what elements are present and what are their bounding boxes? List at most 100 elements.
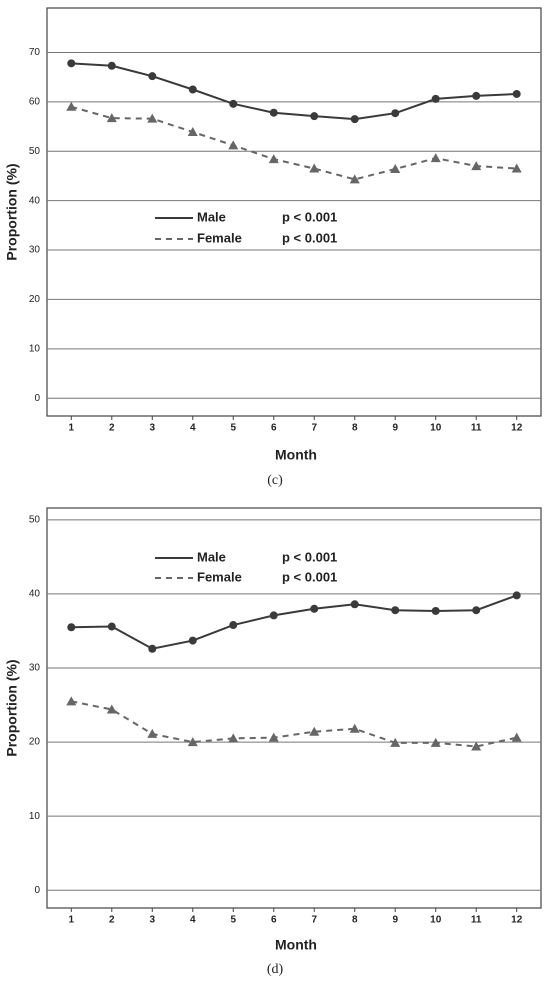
series-line [71, 594, 518, 650]
plot-frame [46, 507, 542, 909]
triangle-marker [66, 101, 77, 111]
x-tick-label: 2 [109, 423, 115, 434]
triangle-marker [106, 113, 117, 123]
x-tick-label: 2 [109, 915, 115, 926]
x-tick-label: 9 [392, 423, 398, 434]
y-tick-label: 40 [29, 195, 41, 206]
y-tick-label: 20 [29, 294, 41, 305]
circle-marker [269, 611, 278, 620]
y-tick-label: 50 [29, 146, 41, 157]
x-tick-label: 1 [69, 423, 75, 434]
p-value: p < 0.001 [282, 230, 337, 245]
x-tick-label: 7 [311, 915, 317, 926]
x-tick-label: 7 [311, 423, 317, 434]
circle-marker [472, 91, 481, 100]
triangle-marker [511, 163, 522, 173]
triangle-marker [471, 161, 482, 171]
x-tick-label: 10 [430, 915, 442, 926]
p-value: p < 0.001 [282, 209, 337, 224]
series-line [71, 105, 517, 181]
circle-marker [310, 112, 319, 121]
x-tick-label: 8 [352, 915, 358, 926]
triangle-marker [430, 737, 441, 747]
x-tick-label: 8 [352, 423, 358, 434]
triangle-marker [66, 696, 77, 706]
x-axis-title: Month [275, 447, 317, 463]
y-tick-label: 70 [29, 47, 41, 58]
triangle-marker [187, 737, 198, 747]
x-tick-label: 11 [471, 423, 482, 434]
triangle-marker [147, 728, 158, 738]
triangle-marker [511, 732, 522, 742]
x-tick-label: 6 [271, 915, 277, 926]
plot-frame [46, 7, 542, 417]
series-line [71, 700, 517, 748]
triangle-marker [390, 164, 401, 174]
x-tick-label: 6 [271, 423, 277, 434]
circle-marker [148, 72, 157, 81]
circle-marker [229, 99, 238, 108]
x-tick-label: 5 [230, 915, 236, 926]
triangle-marker [471, 741, 482, 751]
triangle-marker [349, 174, 360, 184]
y-axis-title: Proportion (%) [4, 659, 20, 756]
triangle-marker [268, 732, 279, 742]
legend-label: Male [197, 549, 226, 564]
p-value: p < 0.001 [282, 549, 337, 564]
triangle-marker [349, 723, 360, 733]
legend-label: Female [197, 569, 242, 584]
x-tick-label: 10 [430, 423, 442, 434]
triangle-marker [390, 737, 401, 747]
circle-marker [391, 606, 400, 615]
circle-marker [67, 623, 76, 632]
circle-marker [391, 109, 400, 118]
y-tick-label: 30 [29, 663, 41, 674]
x-tick-label: 5 [230, 423, 236, 434]
circle-marker [350, 600, 359, 609]
triangle-marker [309, 163, 320, 173]
circle-marker [188, 85, 197, 94]
triangle-marker [228, 733, 239, 743]
x-tick-label: 12 [511, 915, 523, 926]
y-tick-label: 50 [29, 514, 41, 525]
circle-marker [107, 61, 116, 70]
panel-label: (d) [267, 962, 284, 977]
x-tick-label: 3 [149, 423, 155, 434]
p-value: p < 0.001 [282, 569, 337, 584]
triangle-marker [309, 726, 320, 736]
x-axis-title: Month [275, 937, 317, 953]
triangle-marker [268, 154, 279, 164]
y-tick-label: 60 [29, 96, 41, 107]
circle-marker [310, 604, 319, 613]
circle-marker [512, 591, 521, 600]
x-tick-label: 4 [190, 915, 196, 926]
circle-marker [188, 636, 197, 645]
x-tick-label: 11 [471, 915, 482, 926]
y-tick-label: 30 [29, 245, 41, 256]
triangle-marker [228, 140, 239, 150]
y-tick-label: 10 [29, 343, 41, 354]
x-tick-label: 4 [190, 423, 196, 434]
y-axis-title: Proportion (%) [4, 163, 20, 260]
triangle-marker [187, 126, 198, 136]
legend-label: Male [197, 209, 226, 224]
y-tick-label: 10 [29, 811, 41, 822]
circle-marker [512, 89, 521, 98]
triangle-marker [430, 153, 441, 163]
triangle-marker [106, 704, 117, 714]
legend-label: Female [197, 230, 242, 245]
circle-marker [350, 115, 359, 124]
series-line [71, 62, 517, 121]
panel-label: (c) [267, 473, 283, 488]
x-tick-label: 3 [149, 915, 155, 926]
x-tick-label: 12 [511, 423, 523, 434]
circle-marker [431, 94, 440, 103]
y-tick-label: 40 [29, 589, 41, 600]
circle-marker [472, 606, 481, 615]
circle-marker [269, 108, 278, 117]
y-tick-label: 0 [34, 393, 40, 404]
circle-marker [67, 59, 76, 68]
x-tick-label: 1 [69, 915, 75, 926]
y-tick-label: 20 [29, 737, 41, 748]
